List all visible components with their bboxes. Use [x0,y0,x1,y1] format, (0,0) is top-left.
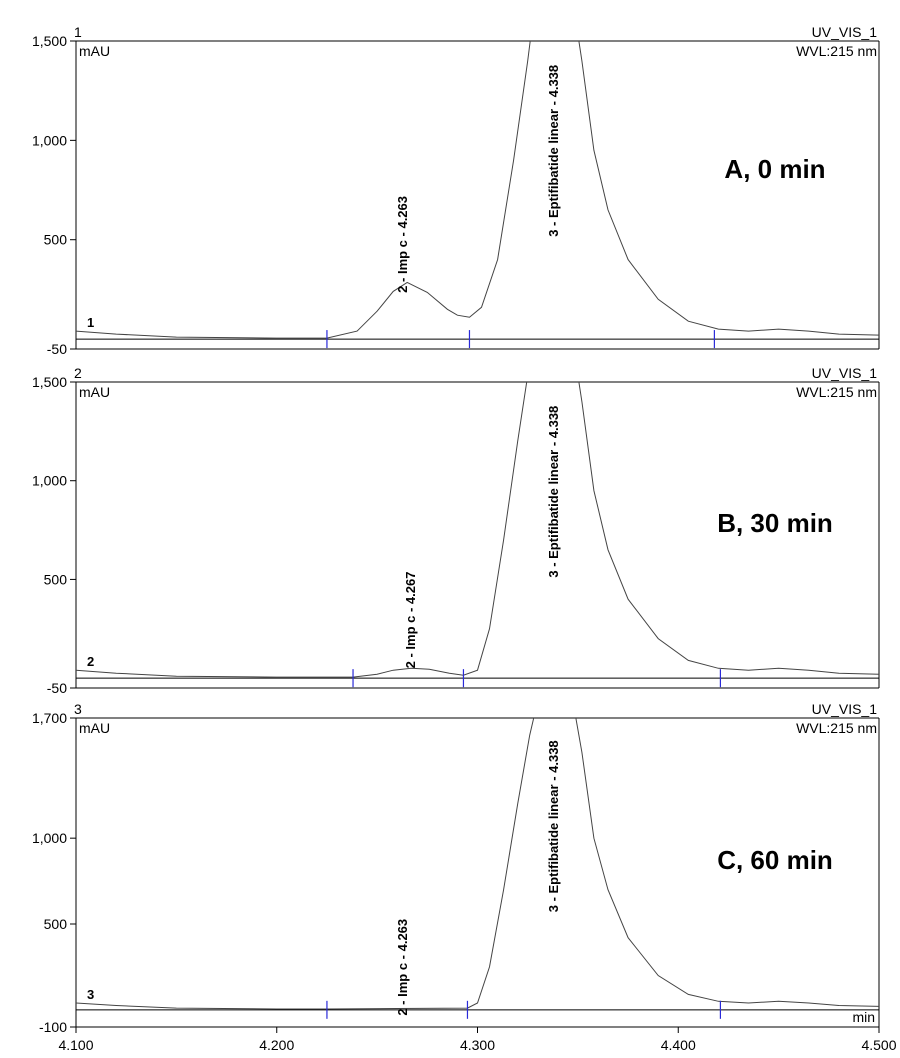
wavelength-label: WVL:215 nm [796,43,877,59]
channel-label: UV_VIS_1 [812,24,878,40]
peak-label: 3 - Eptifibatide linear - 4.338 [546,740,561,912]
x-axis-unit-label: min [852,1009,875,1025]
panel-number: 3 [74,701,82,717]
chromatogram-panel-2: 1,500 1,000 500 -50 2 mAU UV_VIS_1 WVL:215 nm 2 2… [32,365,880,696]
y-tick-label: 1,500 [32,374,67,390]
y-tick-label: 1,000 [32,132,67,148]
trace-number-label: 3 [87,987,94,1002]
wavelength-label: WVL:215 nm [796,384,877,400]
y-tick-label: 1,700 [32,710,67,726]
peak-label: 3 - Eptifibatide linear - 4.338 [546,406,561,578]
y-unit-label: mAU [79,43,110,59]
peak-label: 2 - Imp c - 4.267 [403,572,418,669]
wavelength-label: WVL:215 nm [796,720,877,736]
y-tick-label: 500 [44,916,68,932]
panel-number: 1 [74,24,82,40]
channel-label: UV_VIS_1 [812,701,878,717]
y-tick-label: 1,500 [32,33,67,49]
x-tick-label: 4.300 [460,1037,495,1053]
trace-number-label: 1 [87,315,94,330]
peak-label: 3 - Eptifibatide linear - 4.338 [546,65,561,237]
panel-number: 2 [74,365,82,381]
x-tick-label: 4.500 [861,1037,896,1053]
chromatogram-trace [76,41,879,339]
y-tick-label: -100 [39,1019,67,1035]
trace-number-label: 2 [87,654,94,669]
chromatogram-trace [76,382,879,678]
x-tick-label: 4.100 [58,1037,93,1053]
chromatogram-panel-1: 1,500 1,000 500 -50 1 mAU UV_VIS_1 WVL:215 nm 1 2… [32,24,880,357]
y-unit-label: mAU [79,720,110,736]
sample-time-label: C, 60 min [717,845,833,875]
x-tick-label: 4.200 [259,1037,294,1053]
channel-label: UV_VIS_1 [812,365,878,381]
y-tick-label: 1,000 [32,473,67,489]
y-tick-label: 500 [44,571,68,587]
x-tick-label: 4.400 [661,1037,696,1053]
chromatogram-trace [76,718,879,1010]
chromatogram-panel-3: 1,700 1,000 500 -100 3 mAU UV_VIS_1 WVL:215 nm 3… [32,701,897,1053]
peak-label: 2 - Imp c - 4.263 [395,196,410,293]
y-tick-label: -50 [47,341,67,357]
y-tick-label: 500 [44,232,68,248]
y-unit-label: mAU [79,384,110,400]
peak-label: 2 - Imp c - 4.263 [395,919,410,1016]
y-tick-label: -50 [47,680,67,696]
y-tick-label: 1,000 [32,830,67,846]
sample-time-label: A, 0 min [724,154,825,184]
sample-time-label: B, 30 min [717,508,833,538]
